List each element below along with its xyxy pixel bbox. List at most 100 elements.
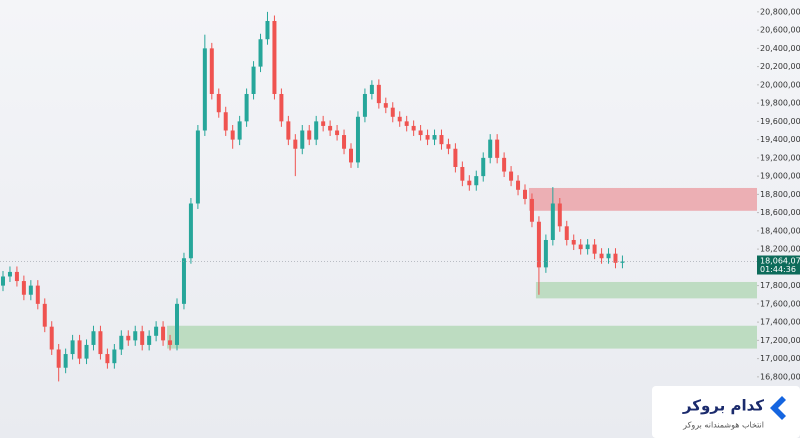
candle-body	[293, 139, 298, 149]
candle-body	[98, 331, 103, 355]
candle-body	[119, 335, 124, 350]
candle-body	[105, 354, 110, 364]
y-tick-label: 19,800,000	[760, 99, 800, 108]
candle-body	[523, 189, 527, 199]
candle-body	[397, 116, 402, 122]
candle-body	[328, 125, 333, 131]
candle-body	[550, 203, 555, 240]
candle-body	[133, 331, 138, 341]
candle-body	[439, 135, 444, 145]
candle-body	[1, 276, 5, 286]
y-tick-label: 18,600,000	[760, 208, 800, 217]
y-tick-label: 18,200,000	[760, 245, 800, 254]
y-tick-label: 20,800,000	[760, 7, 800, 16]
candle-body	[404, 121, 409, 126]
logo-box	[652, 386, 800, 438]
candle-body	[342, 135, 347, 149]
candle-body	[529, 198, 534, 222]
candle-body	[181, 258, 186, 304]
candle-body	[307, 130, 312, 140]
price-badge	[757, 255, 800, 275]
candle-body	[571, 239, 576, 245]
logo-tagline: انتخاب هوشمندانه بروکر	[682, 421, 764, 430]
candle-body	[154, 326, 159, 336]
countdown: 01:44:36	[760, 265, 796, 274]
candle-body	[279, 93, 284, 122]
y-tick-label: 20,600,000	[760, 26, 800, 35]
candle-body	[286, 121, 291, 140]
y-tick-label: 19,000,000	[760, 172, 800, 181]
y-tick-label: 17,800,000	[760, 281, 800, 290]
plot-area	[0, 11, 758, 382]
candle-body	[35, 285, 40, 304]
candle-body	[49, 326, 54, 350]
candle-body	[195, 130, 200, 204]
candle-body	[425, 135, 430, 140]
candle-body	[369, 84, 374, 94]
candle-body	[481, 157, 486, 177]
candle-body	[578, 244, 583, 250]
candle-body	[21, 281, 26, 295]
candle-body	[272, 20, 277, 94]
candle-body	[446, 144, 451, 149]
candle-body	[495, 139, 500, 158]
candle-body	[383, 103, 388, 108]
candle-body	[230, 130, 235, 140]
candle-body	[168, 340, 173, 345]
candle-body	[14, 271, 19, 282]
candle-body	[362, 93, 367, 117]
y-tick-label: 19,200,000	[760, 153, 800, 162]
candle-body	[585, 244, 590, 250]
y-tick-label: 18,800,000	[760, 190, 800, 199]
candle-body	[474, 176, 479, 186]
candle-body	[543, 239, 548, 268]
candle-body	[223, 112, 228, 131]
y-tick-label: 20,200,000	[760, 62, 800, 71]
candle-body	[147, 335, 152, 345]
candle-body	[613, 253, 618, 263]
candle-body	[460, 166, 465, 181]
candle-body	[77, 340, 82, 359]
candle-body	[488, 139, 493, 158]
candle-body	[126, 335, 131, 341]
y-tick-label: 17,200,000	[760, 336, 800, 345]
candle-body	[536, 221, 541, 268]
candle-body	[606, 253, 611, 259]
candle-body	[557, 203, 562, 227]
candle-body	[355, 116, 360, 163]
candle-body	[376, 84, 381, 104]
last-price-label: 18,064,076	[760, 257, 800, 266]
candle-body	[175, 303, 179, 345]
candle-body	[42, 303, 47, 327]
candle-body	[418, 130, 423, 136]
y-tick-label: 20,000,000	[760, 80, 800, 89]
candle-body	[161, 326, 166, 341]
candle-body	[509, 171, 514, 181]
candle-body	[216, 93, 221, 113]
candle-body	[70, 340, 75, 355]
candle-body	[467, 180, 472, 186]
y-tick-label: 19,400,000	[760, 135, 800, 144]
candle-body	[335, 130, 340, 136]
candle-body	[63, 354, 68, 368]
logo-name: کدام بروکر	[682, 397, 764, 415]
zone	[535, 281, 757, 299]
candle-body	[321, 121, 326, 126]
candle-body	[209, 48, 214, 94]
candle-body	[244, 93, 249, 122]
candle-body	[592, 244, 597, 254]
y-tick-label: 17,600,000	[760, 299, 800, 308]
logo-icon	[770, 396, 786, 420]
candle-body	[620, 261, 625, 263]
candle-body	[56, 349, 61, 368]
candle-body	[91, 331, 96, 345]
candle-body	[7, 271, 12, 277]
y-tick-label: 16,800,000	[760, 372, 800, 381]
y-tick-label: 20,400,000	[760, 44, 800, 53]
y-tick-label: 19,600,000	[760, 117, 800, 126]
y-tick-label: 17,400,000	[760, 318, 800, 327]
candle-body	[314, 121, 319, 140]
candle-body	[84, 344, 89, 359]
